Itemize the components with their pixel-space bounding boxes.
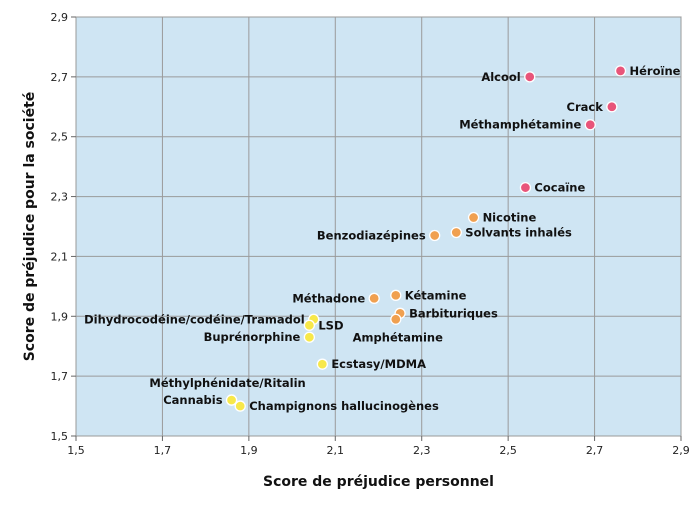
y-tick-label: 2,3 — [51, 191, 69, 204]
point-champignons-hallucinogenes — [234, 400, 246, 412]
point-ketamine — [390, 289, 402, 301]
x-tick-label: 1,5 — [67, 444, 85, 457]
point-alcool — [524, 71, 536, 83]
label-cannabis: Cannabis — [163, 393, 223, 407]
point-nicotine — [467, 211, 480, 224]
label-lsd: LSD — [318, 318, 343, 332]
label-ecstasy-mdma: Ecstasy/MDMA — [331, 357, 426, 371]
label-heroine: Héroïne — [630, 64, 681, 78]
x-tick-label: 2,5 — [499, 444, 517, 457]
point-cocaine — [519, 181, 532, 194]
x-tick-label: 2,1 — [327, 444, 345, 457]
label-solvants-inhales: Solvants inhalés — [465, 225, 572, 239]
point-crack — [606, 101, 618, 113]
point-amphetamine — [390, 313, 402, 325]
y-tick-label: 1,9 — [51, 310, 69, 323]
point-methadone — [368, 292, 380, 304]
y-tick-label: 2,9 — [51, 11, 69, 24]
label-nicotine: Nicotine — [483, 211, 537, 225]
point-ecstasy-mdma — [316, 358, 328, 370]
label-amphetamine: Amphétamine — [353, 330, 443, 344]
point-heroine — [614, 65, 627, 77]
point-solvants-inhales — [450, 226, 462, 239]
point-buprenorphine — [303, 331, 316, 343]
point-cannabis — [225, 394, 238, 406]
label-barbituriques: Barbituriques — [409, 306, 498, 320]
label-methadone: Méthadone — [292, 291, 365, 305]
label-crack: Crack — [567, 100, 604, 114]
y-tick-label: 1,5 — [51, 430, 69, 443]
label-ketamine: Kétamine — [405, 288, 467, 302]
label-buprenorphine: Buprénorphine — [204, 330, 301, 344]
y-axis-title: Score de préjudice pour la société — [22, 92, 38, 362]
x-tick-label: 1,9 — [240, 444, 258, 457]
plot-area — [75, 16, 682, 437]
label-benzodiazepines: Benzodiazépines — [317, 228, 426, 242]
x-axis-title: Score de préjudice personnel — [263, 474, 494, 490]
point-labels: Héroïne Alcool Crack Méthamphétamine Cocaïne… — [84, 64, 681, 413]
x-axis-ticks: 1,5 1,7 1,9 2,1 2,3 2,5 2,7 2,9 — [67, 436, 690, 457]
x-tick-label: 2,7 — [586, 444, 604, 457]
data-points — [225, 65, 627, 412]
x-tick-label: 2,9 — [672, 444, 690, 457]
label-methamphetamine: Méthamphétamine — [459, 118, 581, 132]
label-champignons-hallucinogenes: Champignons hallucinogènes — [249, 399, 439, 413]
label-methylphenidate-ritalin: Méthylphénidate/Ritalin — [149, 376, 305, 390]
x-tick-label: 1,7 — [154, 444, 172, 457]
y-axis-ticks: 1,5 1,7 1,9 2,1 2,3 2,5 2,7 2,9 — [51, 11, 76, 443]
point-methamphetamine — [584, 119, 596, 131]
point-benzodiazepines — [429, 229, 441, 242]
label-dihydrocodeine-codeine-tramadol: Dihydrocodéine/codéine/Tramadol — [84, 312, 305, 326]
grid-lines — [75, 16, 682, 437]
label-alcool: Alcool — [481, 70, 520, 84]
x-tick-label: 2,3 — [413, 444, 431, 457]
y-tick-label: 2,5 — [51, 131, 69, 144]
y-tick-label: 2,7 — [51, 71, 69, 84]
y-tick-label: 2,1 — [51, 250, 69, 263]
label-cocaine: Cocaïne — [534, 181, 585, 195]
point-lsd — [303, 319, 316, 331]
y-tick-label: 1,7 — [51, 370, 69, 383]
